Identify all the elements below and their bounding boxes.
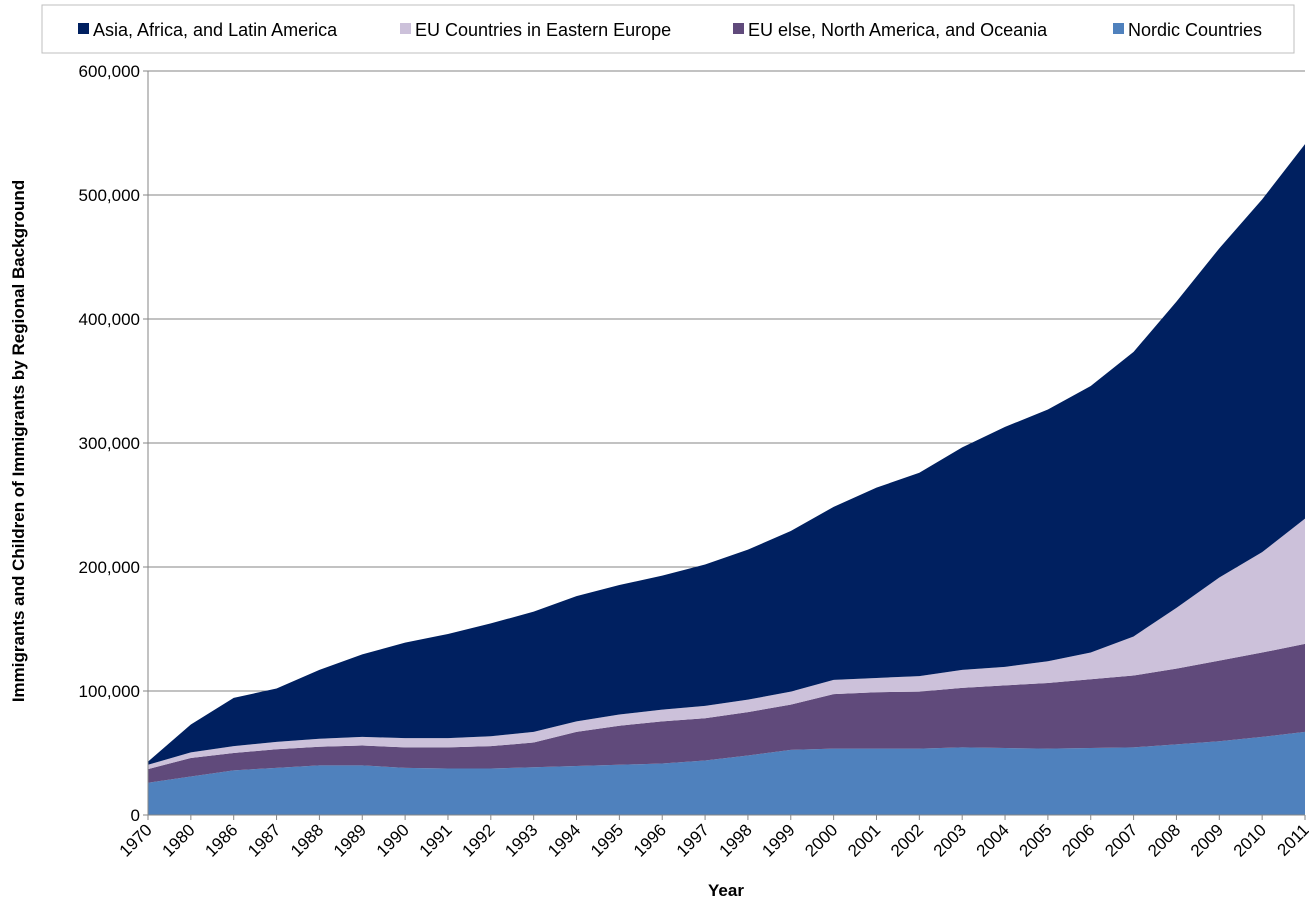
x-tick-label: 1990 xyxy=(373,820,413,860)
legend-label-eu-countries-in-eastern-europe: EU Countries in Eastern Europe xyxy=(415,20,671,40)
y-tick-label: 300,000 xyxy=(79,434,140,453)
x-tick-label: 2003 xyxy=(930,820,970,860)
x-tick-label: 2011 xyxy=(1274,820,1309,859)
area-nordic-countries xyxy=(148,731,1305,815)
x-tick-label: 1993 xyxy=(501,820,541,860)
area-series-group xyxy=(148,144,1305,815)
x-tick-label: 1988 xyxy=(287,820,327,860)
legend-swatch-asia-africa-and-latin-america xyxy=(78,23,89,34)
legend: Asia, Africa, and Latin America EU Countr… xyxy=(41,4,1295,54)
legend-label-nordic-countries: Nordic Countries xyxy=(1128,20,1262,40)
x-tick-label: 1986 xyxy=(201,820,241,860)
x-tick-label: 2006 xyxy=(1058,820,1098,860)
x-tick-label: 2000 xyxy=(801,820,841,860)
area-eu-else-north-america-and-oceania xyxy=(148,643,1305,783)
x-tick-label: 1994 xyxy=(544,820,584,860)
area-asia-africa-and-latin-america xyxy=(148,144,1305,765)
x-tick-label: 1987 xyxy=(244,820,284,860)
x-tick-label: 2010 xyxy=(1230,820,1270,860)
legend-swatch-eu-else-north-america-and-oceania xyxy=(733,23,744,34)
y-axis-title: Immigrants and Children of Immigrants by… xyxy=(9,180,28,702)
area-eu-countries-in-eastern-europe xyxy=(148,518,1305,770)
x-tick-labels: 1970 1980 1986 1987 1988 1989 1990 1991 1992 1993… xyxy=(116,815,1309,861)
legend-frame xyxy=(41,4,1295,54)
legend-items: Asia, Africa, and Latin America EU Countr… xyxy=(78,20,1262,40)
x-tick-label: 1997 xyxy=(673,820,713,860)
y-tick-label: 200,000 xyxy=(79,558,140,577)
legend-label-asia-africa-and-latin-america: Asia, Africa, and Latin America xyxy=(93,20,338,40)
legend-label-eu-else-north-america-and-oceania: EU else, North America, and Oceania xyxy=(748,20,1048,40)
axes xyxy=(147,71,1305,816)
x-tick-label: 1991 xyxy=(416,820,456,860)
legend-swatch-nordic-countries xyxy=(1113,23,1124,34)
x-tick-label: 1970 xyxy=(116,820,156,860)
x-tick-label: 2008 xyxy=(1144,820,1184,860)
y-tick-label: 100,000 xyxy=(79,682,140,701)
y-tick-label: 400,000 xyxy=(79,310,140,329)
y-tick-label: 500,000 xyxy=(79,186,140,205)
legend-swatch-eu-countries-in-eastern-europe xyxy=(400,23,411,34)
x-tick-label: 2005 xyxy=(1016,820,1056,860)
x-tick-label: 2004 xyxy=(973,820,1013,860)
x-tick-label: 2009 xyxy=(1187,820,1227,860)
x-tick-label: 2001 xyxy=(844,820,884,860)
y-tick-label: 0 xyxy=(131,806,140,825)
x-tick-label: 1998 xyxy=(716,820,756,860)
x-tick-label: 2007 xyxy=(1101,820,1141,860)
x-tick-label: 1995 xyxy=(587,820,627,860)
y-tick-label: 600,000 xyxy=(79,62,140,81)
x-tick-label: 1980 xyxy=(158,820,198,860)
x-tick-label: 1989 xyxy=(330,820,370,860)
x-tick-label: 1999 xyxy=(758,820,798,860)
x-tick-label: 2002 xyxy=(887,820,927,860)
y-tick-labels: 0 100,000 200,000 300,000 400,000 500,000 600,… xyxy=(79,62,140,825)
x-axis-title: Year xyxy=(708,881,744,899)
x-tick-label: 1996 xyxy=(630,820,670,860)
x-tick-label: 1992 xyxy=(458,820,498,860)
